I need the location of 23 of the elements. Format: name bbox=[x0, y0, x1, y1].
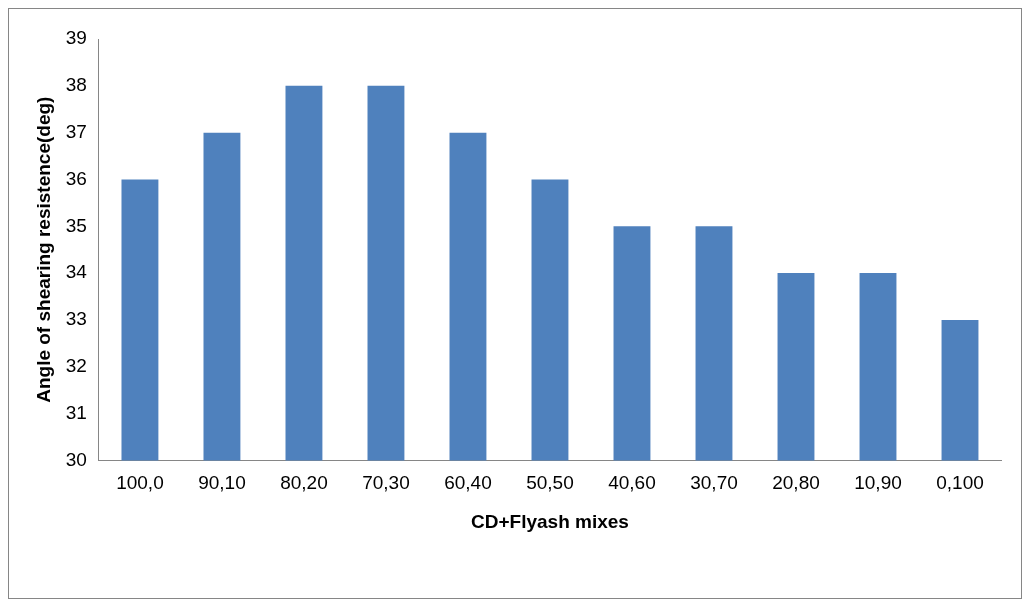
y-tick-label: 39 bbox=[65, 27, 87, 49]
y-tick-label: 30 bbox=[65, 448, 87, 470]
y-tick-label: 33 bbox=[65, 308, 87, 330]
y-tick-label: 34 bbox=[65, 261, 88, 283]
x-tick-label: 100,0 bbox=[116, 472, 164, 494]
y-tick-label: 36 bbox=[65, 167, 87, 189]
x-tick-label: 20,80 bbox=[772, 472, 820, 494]
x-tick-label: 40,60 bbox=[608, 472, 656, 494]
x-tick-label: 90,10 bbox=[198, 472, 246, 494]
x-tick-label: 10,90 bbox=[854, 472, 902, 494]
y-tick-label: 31 bbox=[65, 401, 87, 423]
x-tick-label: 30,70 bbox=[690, 472, 738, 494]
x-tick-label: 70,30 bbox=[362, 472, 410, 494]
x-tick-label: 0,100 bbox=[936, 472, 984, 494]
y-tick-label: 37 bbox=[65, 120, 87, 142]
y-tick-label: 35 bbox=[65, 214, 87, 236]
y-axis-title: Angle of shearing resistence(deg) bbox=[32, 96, 54, 403]
x-tick-label: 50,50 bbox=[526, 472, 574, 494]
x-tick-label: 60,40 bbox=[444, 472, 492, 494]
y-tick-label: 38 bbox=[65, 74, 87, 96]
x-axis-title: CD+Flyash mixes bbox=[471, 510, 629, 532]
y-tick-label: 32 bbox=[65, 354, 87, 376]
x-tick-label: 80,20 bbox=[280, 472, 328, 494]
